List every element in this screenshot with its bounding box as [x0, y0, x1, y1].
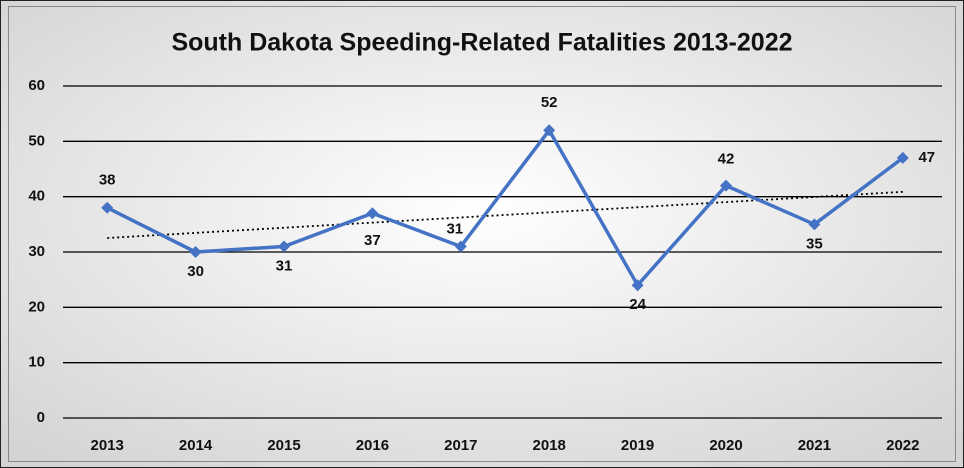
data-label: 31 — [446, 220, 463, 237]
x-tick-label: 2018 — [533, 437, 566, 454]
x-tick-label: 2020 — [709, 437, 742, 454]
data-point — [808, 218, 821, 231]
x-tick-label: 2019 — [621, 437, 654, 454]
data-point — [896, 151, 909, 164]
x-tick-label: 2022 — [886, 437, 919, 454]
data-point — [278, 240, 290, 253]
plot-frame — [8, 6, 956, 462]
y-tick-label: 20 — [28, 298, 45, 315]
data-label: 37 — [364, 232, 381, 249]
data-line — [106, 128, 904, 287]
data-label: 31 — [276, 257, 293, 274]
data-point — [366, 207, 379, 220]
x-tick-label: 2021 — [798, 437, 831, 454]
y-tick-label: 50 — [28, 132, 45, 149]
data-label: 35 — [806, 235, 823, 252]
y-tick-label: 40 — [28, 188, 45, 205]
y-tick-label: 0 — [37, 409, 45, 426]
data-label: 24 — [629, 296, 646, 313]
chart-title: South Dakota Speeding-Related Fatalities… — [171, 29, 792, 57]
x-tick-label: 2016 — [356, 437, 389, 454]
data-label: 52 — [541, 94, 558, 111]
data-point — [631, 279, 644, 292]
data-point — [543, 124, 556, 137]
data-point — [189, 246, 202, 258]
data-label: 42 — [718, 151, 735, 168]
x-tick-label: 2015 — [267, 437, 300, 454]
x-tick-label: 2013 — [91, 437, 124, 454]
data-point — [101, 201, 114, 214]
x-tick-label: 2017 — [444, 437, 477, 454]
x-tick-label: 2014 — [179, 437, 213, 454]
data-point — [454, 240, 467, 253]
data-label: 38 — [99, 172, 116, 189]
y-tick-label: 60 — [28, 77, 45, 94]
data-point — [720, 179, 732, 192]
y-tick-label: 10 — [28, 354, 45, 371]
y-tick-label: 30 — [28, 243, 45, 260]
data-label: 30 — [187, 263, 204, 280]
data-label: 47 — [918, 149, 935, 166]
